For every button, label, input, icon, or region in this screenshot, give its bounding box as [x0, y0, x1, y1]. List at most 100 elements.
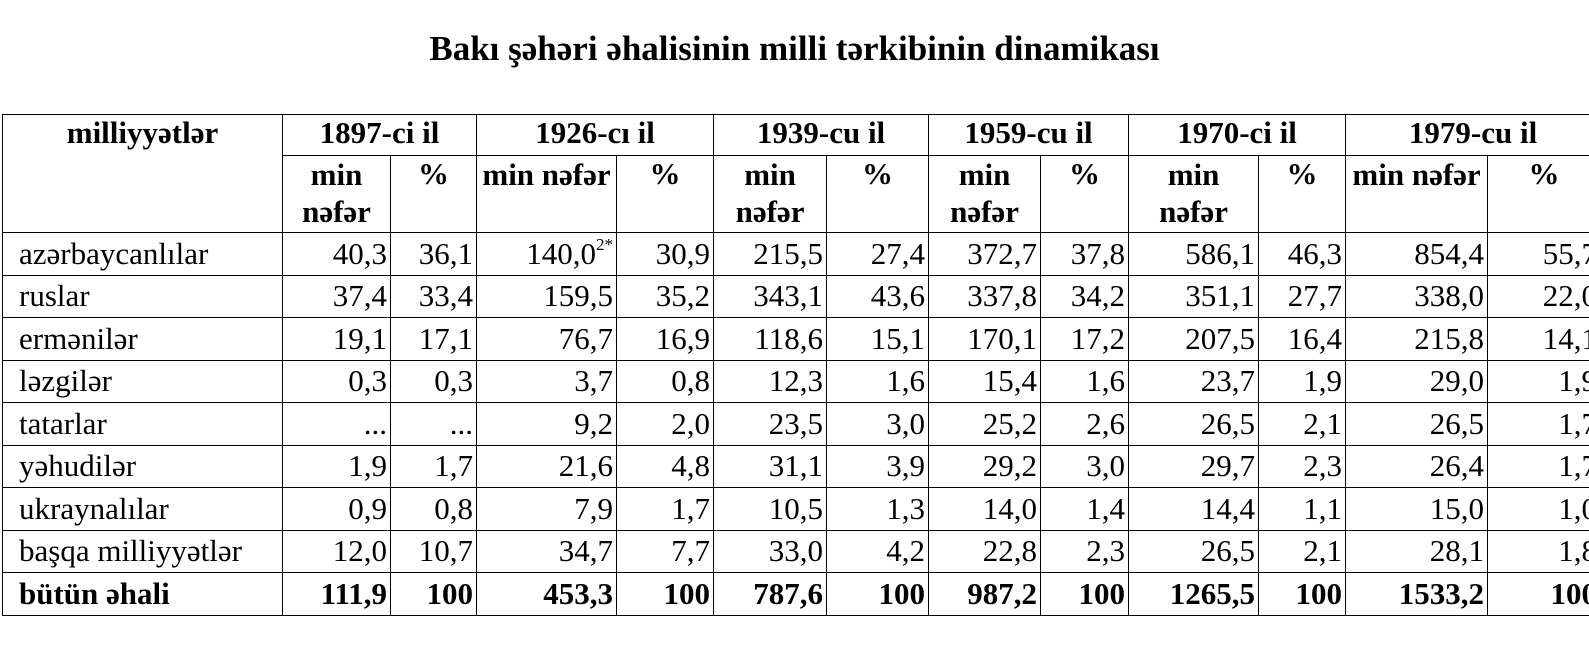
cell: 100	[616, 572, 715, 616]
row-label: ləzgilər	[2, 359, 283, 403]
year-header: 1897-ci il	[281, 114, 478, 156]
footnote-mark: 2*	[596, 234, 614, 254]
row-label: başqa milliyyətlər	[2, 529, 283, 573]
cell: 26,5	[1345, 402, 1489, 446]
cell: 2,1	[1258, 402, 1347, 446]
cell: 207,5	[1128, 317, 1260, 361]
cell: 1,4	[1040, 487, 1130, 531]
cell: 1,6	[826, 359, 930, 403]
cell: 4,8	[616, 444, 715, 488]
cell: 16,9	[616, 317, 715, 361]
cell: 453,3	[476, 572, 618, 616]
cell-value: 140,0	[526, 235, 597, 271]
cell: 1,8	[1487, 529, 1589, 573]
cell: 40,3	[282, 232, 391, 276]
cell: 27,7	[1258, 274, 1347, 318]
cell: 170,1	[928, 317, 1042, 361]
percent-header: %	[1487, 155, 1589, 233]
cell: ...	[282, 402, 391, 446]
cell: 1265,5	[1128, 572, 1260, 616]
cell: 0,8	[389, 487, 478, 531]
cell: 140,02*	[476, 232, 618, 276]
cell: 1,7	[389, 444, 478, 488]
cell: 1,1	[1258, 487, 1347, 531]
cell: 3,7	[476, 359, 618, 403]
cell: 28,1	[1345, 529, 1489, 573]
cell: 12,0	[282, 529, 391, 573]
row-label: ruslar	[2, 274, 283, 318]
cell: 19,1	[282, 317, 391, 361]
percent-header: %	[389, 155, 478, 233]
cell: ...	[389, 402, 478, 446]
cell: 23,5	[713, 402, 828, 446]
cell: 3,0	[826, 402, 930, 446]
cell: 215,5	[713, 232, 828, 276]
cell: 100	[1487, 572, 1589, 616]
cell: 33,0	[713, 529, 828, 573]
cell: 0,8	[616, 359, 715, 403]
table-row: ruslar 37,4 33,4 159,5 35,2 343,1 43,6 337,8 34,…	[2, 274, 1589, 318]
cell: 337,8	[928, 274, 1042, 318]
cell: 987,2	[928, 572, 1042, 616]
subheader-row: min nəfər% min nəfər% min nəfər% min nəfər%…	[3, 155, 1589, 233]
cell: 787,6	[713, 572, 828, 616]
cell: 2,1	[1258, 529, 1347, 573]
cell: 23,7	[1128, 359, 1260, 403]
year-header: 1970-ci il	[1128, 114, 1347, 156]
cell: 159,5	[476, 274, 618, 318]
year-header: 1926-cı il	[476, 114, 715, 156]
year-header: 1979-cu il	[1345, 114, 1589, 156]
percent-header: %	[1258, 155, 1347, 233]
cell: 118,6	[713, 317, 828, 361]
cell: 15,0	[1345, 487, 1489, 531]
cell: 343,1	[713, 274, 828, 318]
cell: 10,7	[389, 529, 478, 573]
cell: 10,5	[713, 487, 828, 531]
count-header: min nəfər	[282, 155, 391, 233]
cell: 22,8	[928, 529, 1042, 573]
cell: 21,6	[476, 444, 618, 488]
cell: 33,4	[389, 274, 478, 318]
count-header: min nəfər	[928, 155, 1042, 233]
cell: 25,2	[928, 402, 1042, 446]
cell: 37,4	[282, 274, 391, 318]
cell: 22,0	[1487, 274, 1589, 318]
cell: 1,3	[826, 487, 930, 531]
cell: 17,1	[389, 317, 478, 361]
cell: 34,7	[476, 529, 618, 573]
cell: 1533,2	[1345, 572, 1489, 616]
percent-header: %	[826, 155, 930, 233]
row-label: ermənilər	[2, 317, 283, 361]
cell: 100	[1040, 572, 1130, 616]
table-row: tatarlar...... 9,2 2,0 23,5 3,0 25,2 2,6 26,5 2,…	[2, 402, 1589, 446]
cell: 111,9	[282, 572, 391, 616]
corner-header: milliyyətlər	[2, 114, 283, 233]
count-header: min nəfər	[713, 155, 828, 233]
cell: 30,9	[616, 232, 715, 276]
row-label: yəhudilər	[2, 444, 283, 488]
cell: 1,7	[616, 487, 715, 531]
table-row: yəhudilər 1,9 1,7 21,6 4,8 31,1 3,9 29,2 3,0 29,7…	[2, 444, 1589, 488]
cell: 14,1	[1487, 317, 1589, 361]
cell: 854,4	[1345, 232, 1489, 276]
table-row: bütün əhali 111,9 100 453,3 100 787,6 100 987,2…	[2, 572, 1589, 616]
cell: 46,3	[1258, 232, 1347, 276]
cell: 351,1	[1128, 274, 1260, 318]
cell: 3,9	[826, 444, 930, 488]
cell: 35,2	[616, 274, 715, 318]
cell: 12,3	[713, 359, 828, 403]
cell: 1,9	[1487, 359, 1589, 403]
table-row: azərbaycanlılar 40,3 36,1 140,02* 30,9 215,5 2…	[2, 232, 1589, 276]
count-header: min nəfər	[476, 155, 618, 233]
cell: 9,2	[476, 402, 618, 446]
cell: 7,9	[476, 487, 618, 531]
cell: 17,2	[1040, 317, 1130, 361]
cell: 1,9	[282, 444, 391, 488]
percent-header: %	[616, 155, 715, 233]
cell: 100	[389, 572, 478, 616]
year-header: 1939-cu il	[713, 114, 930, 156]
cell: 0,3	[389, 359, 478, 403]
cell: 26,4	[1345, 444, 1489, 488]
cell: 338,0	[1345, 274, 1489, 318]
cell: 2,3	[1040, 529, 1130, 573]
